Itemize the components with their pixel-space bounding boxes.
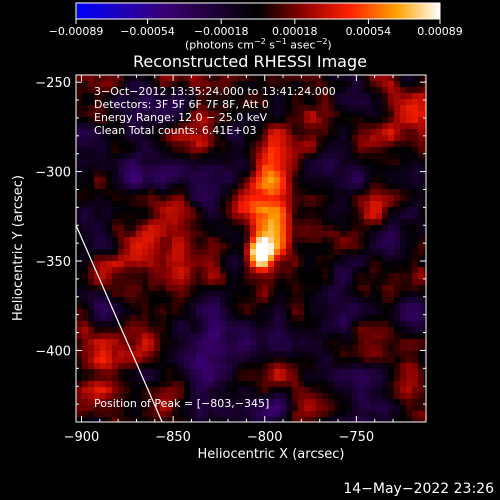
heatmap-image [76, 75, 426, 422]
colorbar-tick-label: −0.00089 [49, 25, 104, 38]
y-tick-label: −250 [35, 76, 71, 91]
colorbar [75, 2, 441, 20]
energy-range-annotation: Energy Range: 12.0 − 25.0 keV [94, 111, 268, 124]
plot-frame [75, 74, 427, 423]
clean-counts-annotation: Clean Total counts: 6.41E+03 [94, 124, 257, 137]
y-tick-label: −300 [35, 166, 71, 181]
colorbar-tick-label: 0.00089 [417, 25, 463, 38]
axis-ticks: −900 −850 −800 −750 −250 −300 −350 −400 [35, 75, 426, 445]
y-tick-label: −350 [35, 255, 71, 270]
y-tick-label: −400 [35, 344, 71, 359]
x-tick-label: −900 [64, 430, 100, 445]
y-axis-label: Heliocentric Y (arcsec) [11, 175, 26, 321]
colorbar-tick-label: −0.00054 [120, 25, 175, 38]
colorbar-tick-label: −0.00018 [194, 25, 249, 38]
x-tick-label: −850 [155, 430, 191, 445]
colorbar-units-label: (photons cm−2 s−1 asec−2) [185, 37, 332, 52]
detectors-annotation: Detectors: 3F 5F 6F 7F 8F, Att 0 [94, 98, 269, 111]
peak-position-annotation: Position of Peak = [−803,−345] [94, 397, 270, 410]
x-tick-label: −800 [247, 430, 283, 445]
x-axis-label: Heliocentric X (arcsec) [197, 447, 345, 462]
solar-limb-line [76, 225, 163, 422]
time-range-annotation: 3−Oct−2012 13:35:24.000 to 13:41:24.000 [94, 85, 336, 98]
colorbar-tick-label: 0.00018 [272, 25, 318, 38]
colorbar-tick-label: 0.00054 [346, 25, 392, 38]
x-tick-label: −750 [339, 430, 375, 445]
footer-timestamp: 14−May−2022 23:26 [343, 481, 494, 497]
colorbar-ticks: −0.00089 −0.00054 −0.00018 0.00018 0.00054 0.… [49, 19, 463, 38]
chart-title: Reconstructed RHESSI Image [133, 52, 367, 71]
